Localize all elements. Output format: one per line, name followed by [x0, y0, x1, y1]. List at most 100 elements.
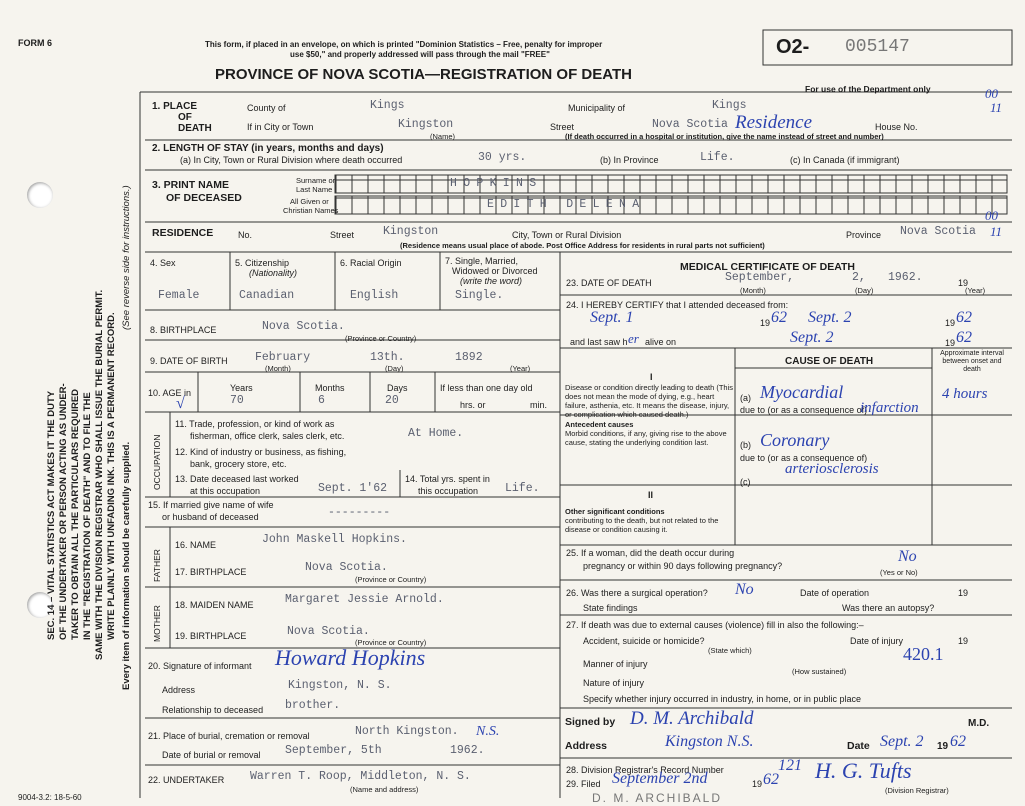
field-label: 8. BIRTHPLACE — [150, 325, 217, 335]
field-hint: (If death occurred in a hospital or inst… — [565, 132, 884, 141]
field-label: Other significant conditions — [565, 507, 665, 516]
form-rule — [762, 29, 1013, 66]
field-label: Municipality of — [568, 103, 626, 113]
field-label: Date of burial or removal — [162, 750, 261, 760]
handwritten-note: N.S. — [476, 724, 500, 739]
field-label: or husband of deceased — [162, 512, 259, 522]
field-label: 19 — [752, 779, 763, 789]
field-hint: (Day) — [385, 364, 404, 373]
field-value: September, 5th — [285, 744, 382, 757]
department-note: For use of the Department only — [805, 84, 931, 94]
field-label: Accident, suicide or homicide? — [583, 636, 705, 646]
handwritten-value: 62 — [771, 309, 787, 326]
field-label: Antecedent causes — [565, 420, 634, 429]
field-label: 19 — [937, 741, 949, 752]
field-label: 23. DATE OF DEATH — [566, 278, 652, 288]
field-label: County of — [247, 103, 286, 113]
handwritten-value: Myocardial — [760, 382, 844, 402]
handwritten-value: er — [628, 331, 639, 346]
given-names: EDITH DELENA — [487, 198, 646, 211]
field-label: Street — [330, 230, 355, 240]
field-value: Female — [158, 289, 200, 302]
field-hint: (Residence means usual place of abode. P… — [400, 241, 765, 250]
rubber-stamp: D. M. ARCHIBALD — [592, 791, 723, 805]
department-mark: 00 — [985, 208, 998, 223]
field-label: 16. NAME — [175, 540, 217, 550]
field-label: 14. Total yrs. spent in — [405, 474, 490, 484]
field-label: 1. PLACE — [152, 101, 198, 112]
handwritten-value: Kingston N.S. — [665, 733, 754, 750]
field-label: Christian Names — [283, 206, 339, 215]
field-label: 19 — [958, 278, 969, 288]
surname: HOPKINS — [450, 177, 543, 190]
field-label: Days — [387, 383, 408, 393]
column-heading: Approximate interval between onset and d… — [940, 350, 1004, 373]
handwritten-value: 62 — [950, 733, 966, 750]
handwritten-value: Sept. 2 — [808, 309, 852, 326]
field-label: 24. I HEREBY CERTIFY that I attended dec… — [566, 300, 789, 310]
field-label: (b) — [740, 440, 751, 450]
field-label: Was there an autopsy? — [842, 603, 935, 613]
field-label: 19 — [945, 338, 956, 348]
field-value: Nova Scotia. — [287, 625, 370, 638]
handwritten-value: 4 hours — [942, 386, 988, 402]
field-value: Nova Scotia — [900, 225, 976, 238]
side-notice: TAKER TO OBTAIN ALL THE PARTICULARS REQU… — [70, 388, 81, 640]
field-label: 27. If death was due to external causes … — [566, 620, 864, 630]
field-label: 10. AGE in — [148, 388, 192, 398]
section-heading: OCCUPATION — [152, 434, 162, 490]
registrar-signature: H. G. Tufts — [815, 758, 912, 783]
field-label: Date of operation — [800, 588, 870, 598]
side-notice: IN THE "REGISTRATION OF DEATH" AND TO FI… — [82, 392, 93, 640]
field-value: North Kingston. — [355, 725, 459, 738]
field-label: 17. BIRTHPLACE — [175, 567, 247, 577]
field-label: 21. Place of burial, cremation or remova… — [148, 731, 310, 741]
field-label: Address — [565, 740, 608, 752]
field-hint: (Division Registrar) — [885, 786, 949, 795]
field-value: 30 yrs. — [478, 151, 527, 164]
field-label: 26. Was there a surgical operation? — [566, 588, 708, 598]
field-value: brother. — [285, 699, 341, 712]
field-hint: (Month) — [740, 286, 766, 295]
field-label: 19 — [760, 318, 771, 328]
field-label: min. — [530, 400, 548, 410]
field-label: If in City or Town — [247, 122, 314, 132]
field-hint: (How sustained) — [792, 667, 847, 676]
registration-number: 005147 — [845, 37, 910, 57]
field-label: bank, grocery store, etc. — [190, 459, 287, 469]
field-label: (a) — [740, 393, 751, 403]
field-label: DEATH — [178, 123, 212, 134]
field-value: Single. — [455, 289, 504, 302]
punch-hole — [27, 182, 53, 208]
field-hint: (Year) — [510, 364, 531, 373]
field-label: RESIDENCE — [152, 227, 214, 239]
field-label: Date of injury — [850, 636, 904, 646]
section-heading: FATHER — [152, 549, 162, 582]
field-value: At Home. — [408, 427, 464, 440]
field-label: No. — [238, 230, 253, 240]
field-label: this occupation — [418, 486, 479, 496]
part-number: II — [648, 490, 654, 500]
field-label: Years — [230, 383, 253, 393]
field-label: 9. DATE OF BIRTH — [150, 356, 228, 366]
field-label: Last Name — [296, 185, 333, 194]
field-label: 3. PRINT NAME — [152, 179, 230, 191]
field-hint: (Month) — [265, 364, 291, 373]
mail-notice: use $50," and properly addressed will pa… — [290, 50, 550, 59]
field-hint: (Year) — [965, 286, 986, 295]
field-value: 70 — [230, 394, 244, 407]
field-label: 19 — [958, 588, 969, 598]
field-value: 1892 — [455, 351, 483, 364]
side-notice: Every item of information should be care… — [121, 441, 132, 690]
form-rule — [334, 174, 1008, 194]
field-label: Street — [550, 122, 575, 132]
field-value: 1962. — [450, 744, 485, 757]
registration-prefix: O2- — [776, 36, 810, 58]
field-label: 22. UNDERTAKER — [148, 775, 225, 785]
field-value: Kings — [370, 99, 405, 112]
field-label: pregnancy or within 90 days following pr… — [583, 561, 783, 571]
handwritten-value: Sept. 1 — [590, 309, 634, 326]
field-label: 11. Trade, profession, or kind of work a… — [175, 419, 335, 429]
field-label: If less than one day old — [440, 383, 533, 393]
